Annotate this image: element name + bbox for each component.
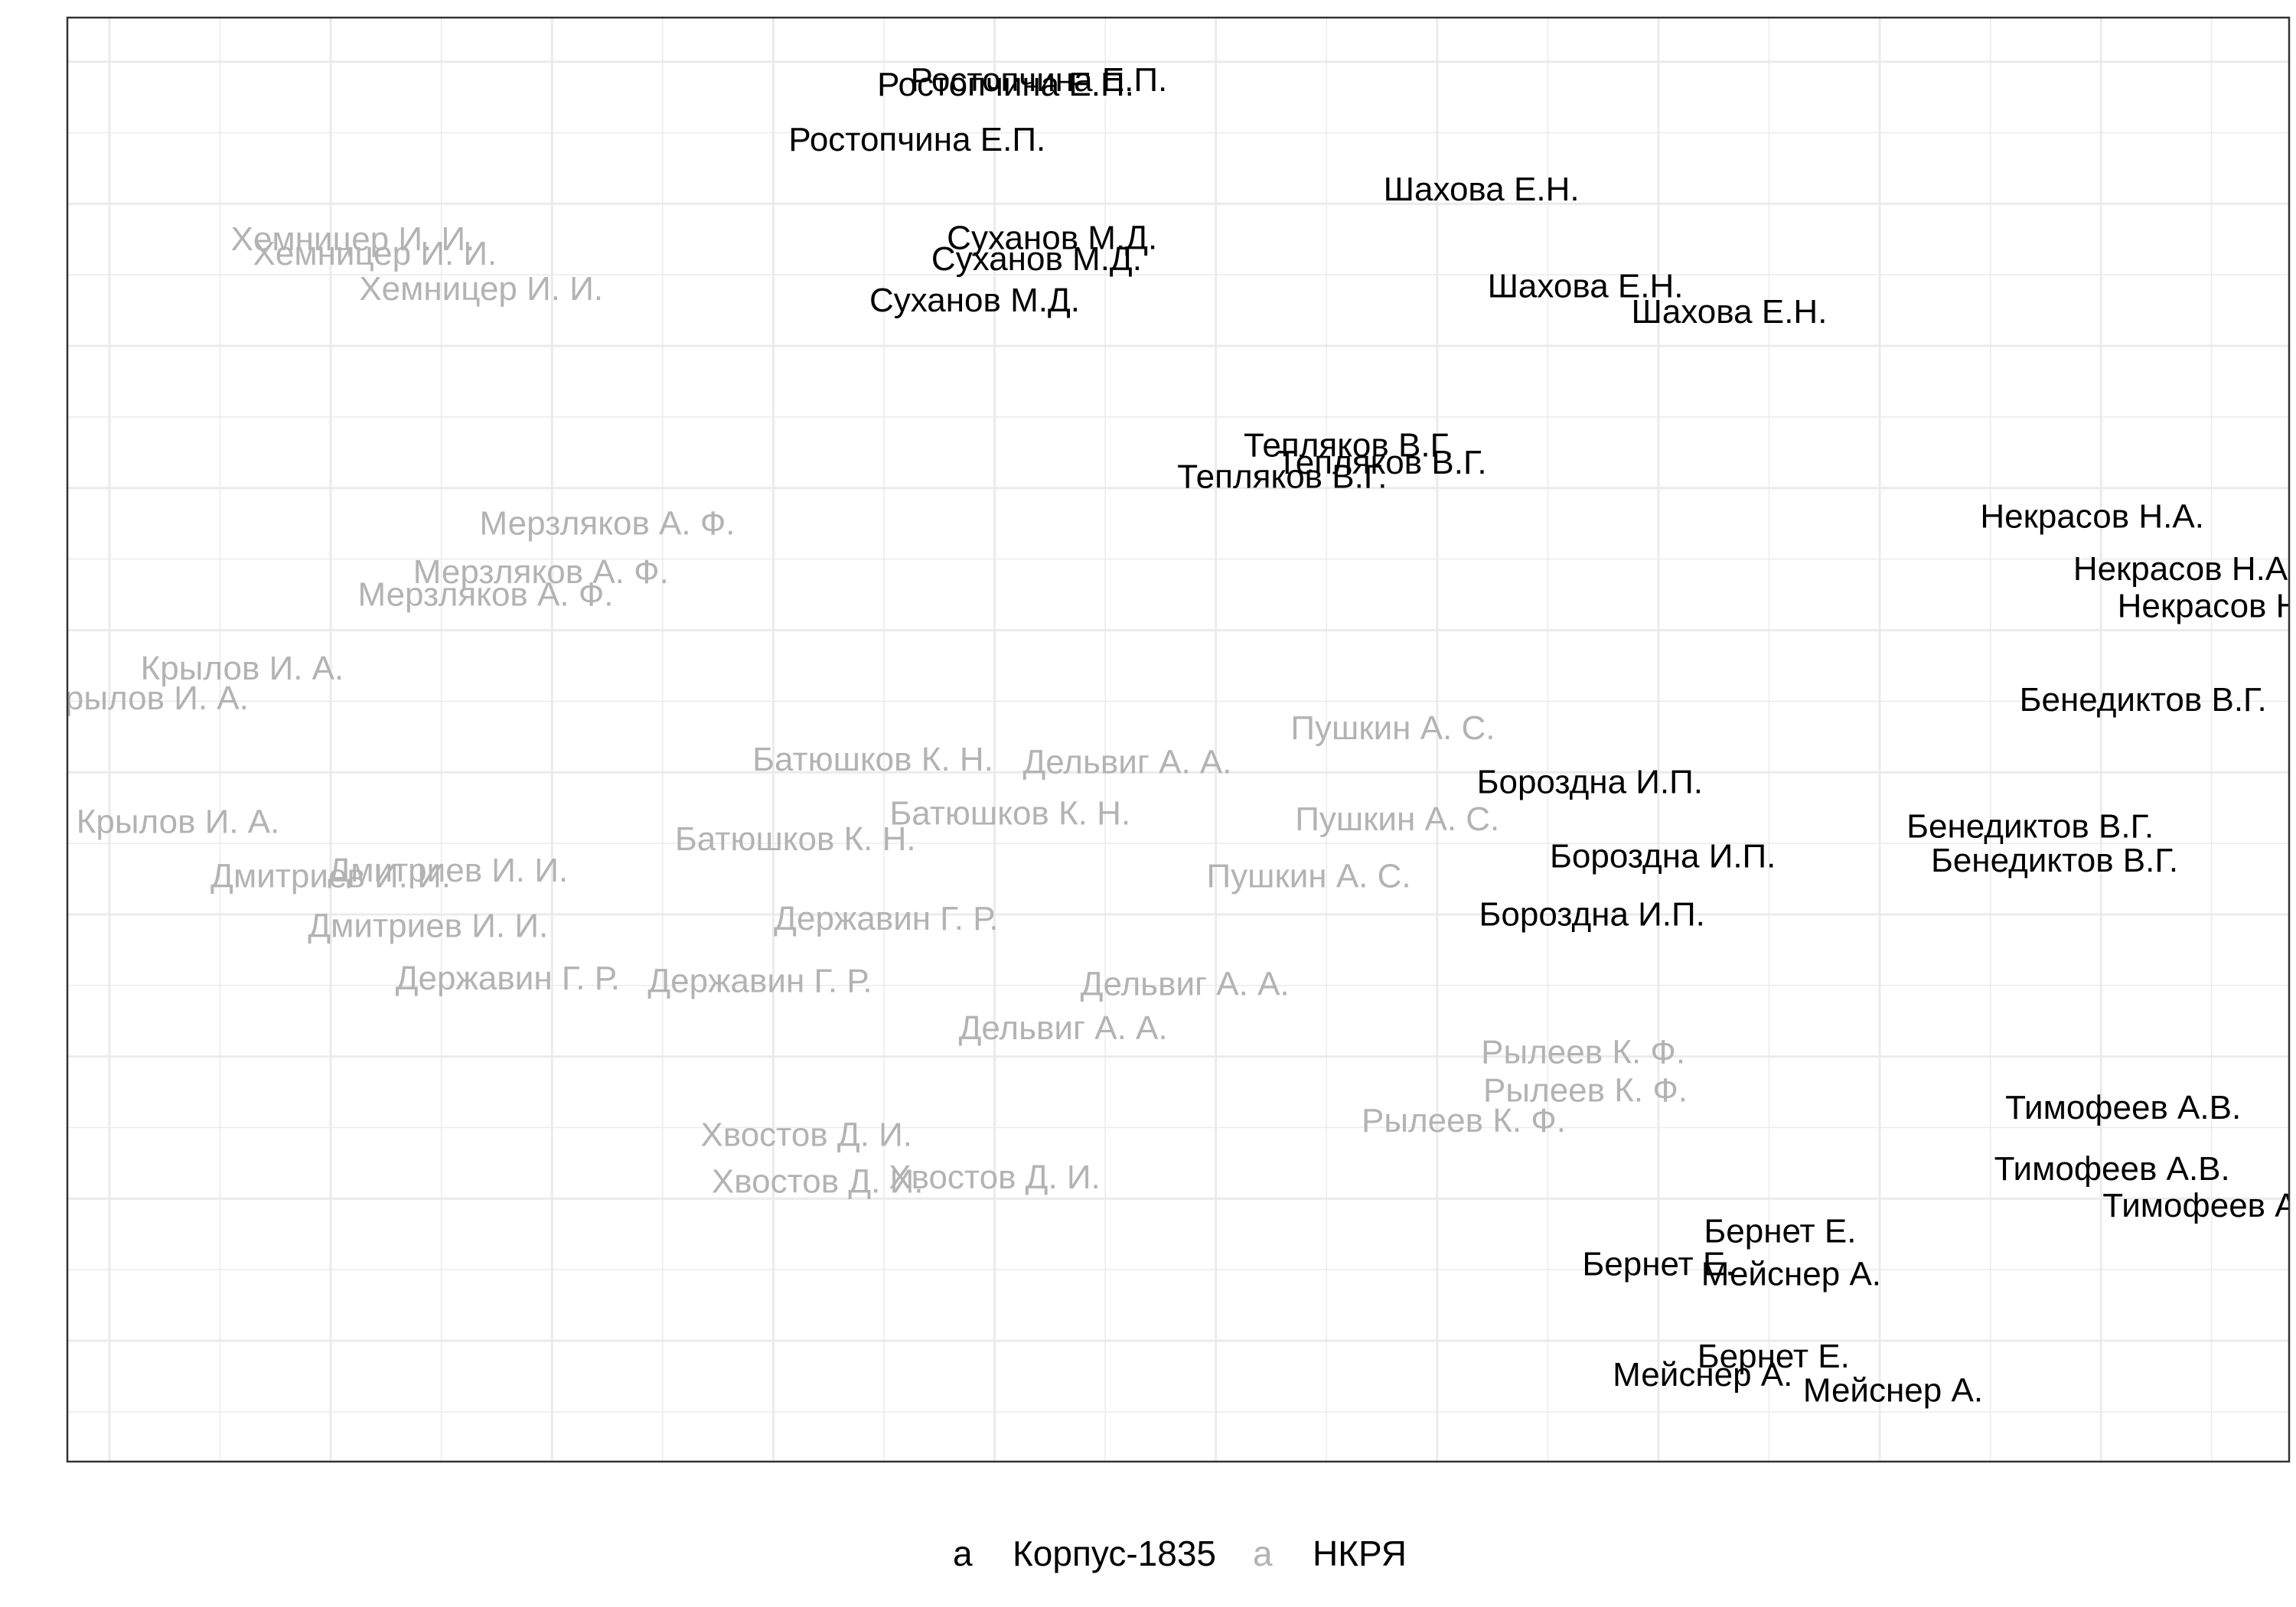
point-label: Тепляков В.Г.	[1244, 427, 1453, 464]
point-label: Дельвиг А. А.	[1081, 965, 1290, 1002]
point-label: Ростопчина Е.П.	[877, 66, 1134, 103]
point-label: Батюшков К. Н.	[752, 741, 993, 778]
point-label: Дмитриев И. И.	[210, 857, 451, 895]
grid-minor	[67, 18, 2289, 1462]
legend-label: Корпус-1835	[1013, 1534, 1216, 1573]
point-label: Ростопчина Е.П.	[910, 61, 1167, 99]
point-labels: Ростопчина Е.П.Ростопчина Е.П.Ростопчина…	[45, 61, 2296, 1410]
point-label: Рылеев К. Ф.	[1481, 1034, 1685, 1071]
point-label: Дмитриев И. И.	[328, 852, 568, 889]
point-label: Бенедиктов В.Г.	[1906, 807, 2154, 845]
point-label: Пушкин А. С.	[1295, 800, 1499, 838]
point-label: Тимофеев А.В.	[2102, 1187, 2296, 1224]
point-label: Хвостов Д. И.	[700, 1116, 912, 1153]
point-label: Шахова Е.Н.	[1632, 293, 1828, 331]
point-label: Суханов М.Д.	[869, 282, 1080, 319]
point-label: Бороздна И.П.	[1550, 837, 1776, 875]
point-label: Хемницер И. И.	[359, 270, 603, 308]
point-label: Бернет Е.	[1698, 1338, 1850, 1375]
point-label: Суханов М.Д.	[931, 240, 1142, 278]
point-label: Хвостов Д. И.	[712, 1163, 924, 1201]
point-label: Тимофеев А.В.	[1994, 1150, 2230, 1188]
point-label: Бороздна И.П.	[1477, 764, 1703, 801]
point-label: Хемницер И. И.	[231, 220, 475, 258]
point-label: Рылеев К. Ф.	[1483, 1072, 1688, 1110]
point-label: Батюшков К. Н.	[889, 795, 1130, 833]
point-label: Бенедиктов В.Г.	[2020, 681, 2267, 719]
legend-key-glyph: a	[1253, 1534, 1273, 1573]
point-label: Державин Г. Р.	[647, 963, 872, 1000]
point-label: Тепляков В.Г.	[1277, 444, 1486, 481]
point-label: Бернет Е.	[1582, 1245, 1734, 1283]
point-label: Пушкин А. С.	[1207, 857, 1411, 895]
point-label: Мерзляков А. Ф.	[413, 553, 669, 591]
legend-label: НКРЯ	[1313, 1534, 1407, 1573]
point-label: Крылов И. А.	[141, 650, 344, 687]
point-label: Дельвиг А. А.	[1022, 744, 1231, 781]
legend-key-glyph: a	[953, 1534, 973, 1573]
point-label: Дельвиг А. А.	[959, 1009, 1168, 1047]
point-label: Мейснер А.	[1701, 1255, 1881, 1292]
point-label: Мерзляков А. Ф.	[357, 576, 613, 614]
legend: a Корпус-1835 a НКРЯ	[953, 1534, 1407, 1573]
point-label: Державин Г. Р.	[396, 960, 620, 997]
point-label: Суханов М.Д.	[947, 219, 1157, 256]
point-label: Шахова Е.Н.	[1488, 268, 1684, 305]
point-label: Бенедиктов В.Г.	[1931, 842, 2178, 879]
point-label: Мерзляков А. Ф.	[479, 505, 735, 543]
point-label: Тимофеев А.В.	[2005, 1089, 2241, 1126]
point-label: Некрасов Н.А.	[1980, 497, 2204, 535]
point-label: Мейснер А.	[1803, 1372, 1983, 1410]
point-label: Ростопчина Е.П.	[788, 121, 1045, 158]
point-label: Бороздна И.П.	[1479, 895, 1705, 933]
point-label: Крылов И. А.	[45, 680, 249, 717]
point-label: Бернет Е.	[1704, 1213, 1856, 1250]
point-label: Хемницер И. И.	[253, 235, 497, 272]
point-label: Крылов И. А.	[77, 804, 280, 841]
point-label: Державин Г. Р.	[774, 900, 998, 937]
point-label: Мейснер А.	[1613, 1356, 1792, 1393]
grid-major	[67, 18, 2289, 1462]
point-label: Рылеев К. Ф.	[1362, 1102, 1566, 1139]
point-label: Пушкин А. С.	[1290, 709, 1495, 747]
point-label: Некрасов Н.А.	[2118, 587, 2296, 624]
point-label: Батюшков К. Н.	[675, 820, 916, 858]
point-label: Дмитриев И. И.	[308, 907, 548, 944]
panel-border	[66, 16, 2291, 1463]
point-label: Хвостов Д. И.	[889, 1159, 1101, 1196]
point-label: Некрасов Н.А.	[2073, 550, 2296, 588]
point-label: Тепляков В.Г.	[1177, 458, 1387, 495]
point-label: Шахова Е.Н.	[1384, 171, 1580, 208]
